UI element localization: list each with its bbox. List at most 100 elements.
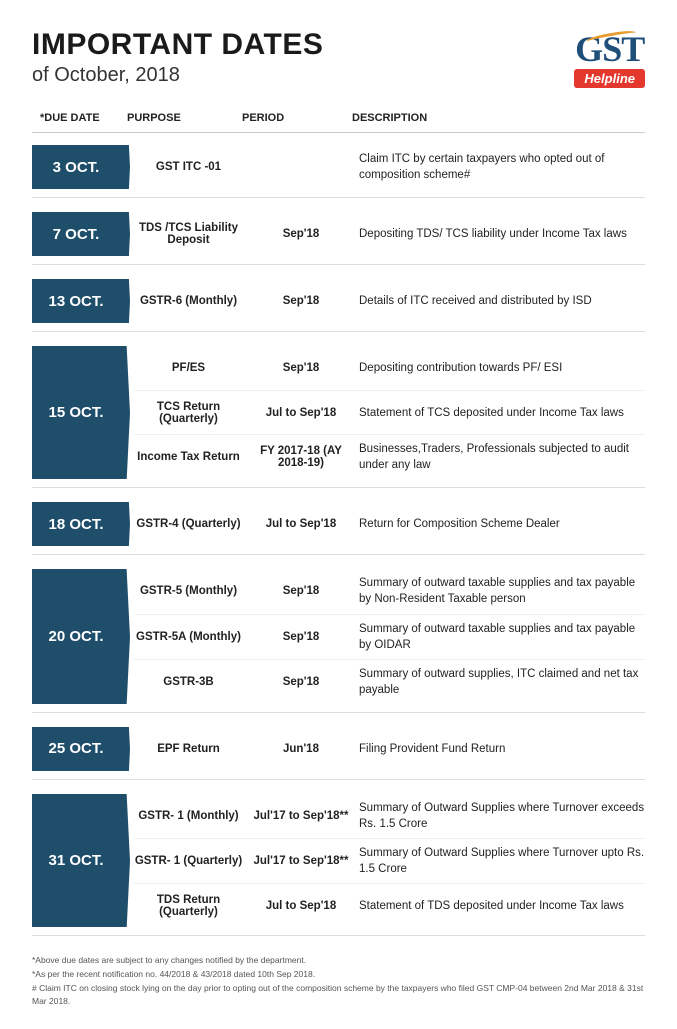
date-block-inner: 7 OCT. TDS /TCS Liability DepositSep'18De… [32,212,645,265]
cell-purpose: EPF Return [134,743,249,755]
cell-description: Summary of Outward Supplies where Turnov… [359,845,645,877]
table-row: GSTR-5A (Monthly)Sep'18Summary of outwar… [134,614,645,659]
cell-description: Depositing TDS/ TCS liability under Inco… [359,226,645,242]
cell-purpose: TDS Return (Quarterly) [134,894,249,918]
cell-period: Jul to Sep'18 [249,900,359,912]
cell-purpose: GSTR- 1 (Monthly) [134,810,249,822]
cell-description: Summary of outward supplies, ITC claimed… [359,666,645,698]
cell-purpose: TDS /TCS Liability Deposit [134,222,249,246]
table-row: TDS Return (Quarterly)Jul to Sep'18State… [134,883,645,927]
cell-description: Details of ITC received and distributed … [359,293,645,309]
date-badge: 25 OCT. [32,727,120,771]
cell-purpose: GSTR-6 (Monthly) [134,295,249,307]
cell-period: Sep'18 [249,585,359,597]
footnote: *As per the recent notification no. 44/2… [32,968,645,982]
date-block: 3 OCT. GST ITC -01 Claim ITC by certain ta… [32,145,645,198]
date-badge: 31 OCT. [32,794,120,927]
table-row: GST ITC -01 Claim ITC by certain taxpayer… [134,145,645,189]
table-row: GSTR-5 (Monthly)Sep'18Summary of outward… [134,569,645,613]
cell-purpose: TCS Return (Quarterly) [134,401,249,425]
rows: GSTR-5 (Monthly)Sep'18Summary of outward… [134,569,645,704]
rows: TDS /TCS Liability DepositSep'18Depositi… [134,212,645,256]
date-block: 20 OCT.GSTR-5 (Monthly)Sep'18Summary of … [32,569,645,713]
page-subtitle: of October, 2018 [32,64,323,87]
date-block: 15 OCT. PF/ESSep'18Depositing contributio… [32,346,645,488]
date-block: 13 OCT. GSTR-6 (Monthly)Sep'18Details of … [32,279,645,332]
cell-description: Summary of outward taxable supplies and … [359,621,645,653]
table-row: GSTR- 1 (Quarterly)Jul'17 to Sep'18**Sum… [134,838,645,883]
table-row: GSTR- 1 (Monthly)Jul'17 to Sep'18**Summa… [134,794,645,838]
rows: GST ITC -01 Claim ITC by certain taxpayer… [134,145,645,189]
date-badge: 3 OCT. [32,145,120,189]
table-row: PF/ESSep'18Depositing contribution towar… [134,346,645,390]
date-badge-wrap: 13 OCT. [32,279,130,323]
date-block-inner: 18 OCT. GSTR-4 (Quarterly)Jul to Sep'18Re… [32,502,645,555]
header: IMPORTANT DATES of October, 2018 GST Hel… [32,28,645,88]
date-block: 7 OCT. TDS /TCS Liability DepositSep'18De… [32,212,645,265]
date-badge-wrap: 15 OCT. [32,346,130,479]
date-badge-wrap: 7 OCT. [32,212,130,256]
cell-period: Sep'18 [249,228,359,240]
logo-text: GST [574,28,645,70]
column-headers: *DUE DATE PURPOSE PERIOD DESCRIPTION [32,112,645,133]
date-badge: 15 OCT. [32,346,120,479]
cell-period: FY 2017-18 (AY 2018-19) [249,445,359,469]
footnotes: *Above due dates are subject to any chan… [32,954,645,1008]
date-badge-wrap: 3 OCT. [32,145,130,189]
dates-table: 3 OCT. GST ITC -01 Claim ITC by certain ta… [32,145,645,936]
date-block-inner: 15 OCT. PF/ESSep'18Depositing contributio… [32,346,645,488]
date-block: 18 OCT. GSTR-4 (Quarterly)Jul to Sep'18Re… [32,502,645,555]
header-due-date: *DUE DATE [32,112,127,124]
footnote: # Claim ITC on closing stock lying on th… [32,982,645,1009]
title-block: IMPORTANT DATES of October, 2018 [32,28,323,87]
rows: GSTR-4 (Quarterly)Jul to Sep'18Return fo… [134,502,645,546]
page: IMPORTANT DATES of October, 2018 GST Hel… [0,0,677,1029]
table-row: TCS Return (Quarterly)Jul to Sep'18State… [134,390,645,434]
gst-logo: GST Helpline [574,28,645,88]
date-badge-wrap: 20 OCT. [32,569,130,704]
footnote: *Above due dates are subject to any chan… [32,954,645,968]
page-title: IMPORTANT DATES [32,28,323,62]
table-row: GSTR-4 (Quarterly)Jul to Sep'18Return fo… [134,502,645,546]
date-block-inner: 13 OCT. GSTR-6 (Monthly)Sep'18Details of … [32,279,645,332]
cell-period: Sep'18 [249,295,359,307]
date-badge: 13 OCT. [32,279,120,323]
cell-description: Businesses,Traders, Professionals subjec… [359,441,645,473]
cell-purpose: GST ITC -01 [134,161,249,173]
date-badge: 20 OCT. [32,569,120,704]
cell-purpose: GSTR-4 (Quarterly) [134,518,249,530]
table-row: EPF ReturnJun'18Filing Provident Fund Re… [134,727,645,771]
cell-purpose: PF/ES [134,362,249,374]
cell-period: Jul'17 to Sep'18** [249,810,359,822]
date-block: 25 OCT. EPF ReturnJun'18Filing Provident … [32,727,645,780]
date-block-inner: 31 OCT.GSTR- 1 (Monthly)Jul'17 to Sep'18… [32,794,645,936]
table-row: GSTR-3BSep'18Summary of outward supplies… [134,659,645,704]
table-row: GSTR-6 (Monthly)Sep'18Details of ITC rec… [134,279,645,323]
cell-purpose: GSTR-5 (Monthly) [134,585,249,597]
date-badge: 18 OCT. [32,502,120,546]
rows: GSTR-6 (Monthly)Sep'18Details of ITC rec… [134,279,645,323]
cell-purpose: GSTR- 1 (Quarterly) [134,855,249,867]
date-badge: 7 OCT. [32,212,120,256]
date-badge-wrap: 25 OCT. [32,727,130,771]
date-badge-wrap: 18 OCT. [32,502,130,546]
cell-purpose: GSTR-5A (Monthly) [134,631,249,643]
cell-description: Filing Provident Fund Return [359,741,645,757]
date-badge-wrap: 31 OCT. [32,794,130,927]
cell-purpose: GSTR-3B [134,676,249,688]
cell-description: Claim ITC by certain taxpayers who opted… [359,151,645,183]
cell-description: Statement of TDS deposited under Income … [359,898,645,914]
cell-period: Jul'17 to Sep'18** [249,855,359,867]
rows: EPF ReturnJun'18Filing Provident Fund Re… [134,727,645,771]
cell-period: Sep'18 [249,631,359,643]
date-block: 31 OCT.GSTR- 1 (Monthly)Jul'17 to Sep'18… [32,794,645,936]
cell-purpose: Income Tax Return [134,451,249,463]
date-block-inner: 25 OCT. EPF ReturnJun'18Filing Provident … [32,727,645,780]
cell-period: Sep'18 [249,362,359,374]
cell-description: Depositing contribution towards PF/ ESI [359,360,645,376]
date-block-inner: 20 OCT.GSTR-5 (Monthly)Sep'18Summary of … [32,569,645,713]
cell-period: Jul to Sep'18 [249,407,359,419]
table-row: TDS /TCS Liability DepositSep'18Depositi… [134,212,645,256]
date-block-inner: 3 OCT. GST ITC -01 Claim ITC by certain ta… [32,145,645,198]
rows: GSTR- 1 (Monthly)Jul'17 to Sep'18**Summa… [134,794,645,927]
